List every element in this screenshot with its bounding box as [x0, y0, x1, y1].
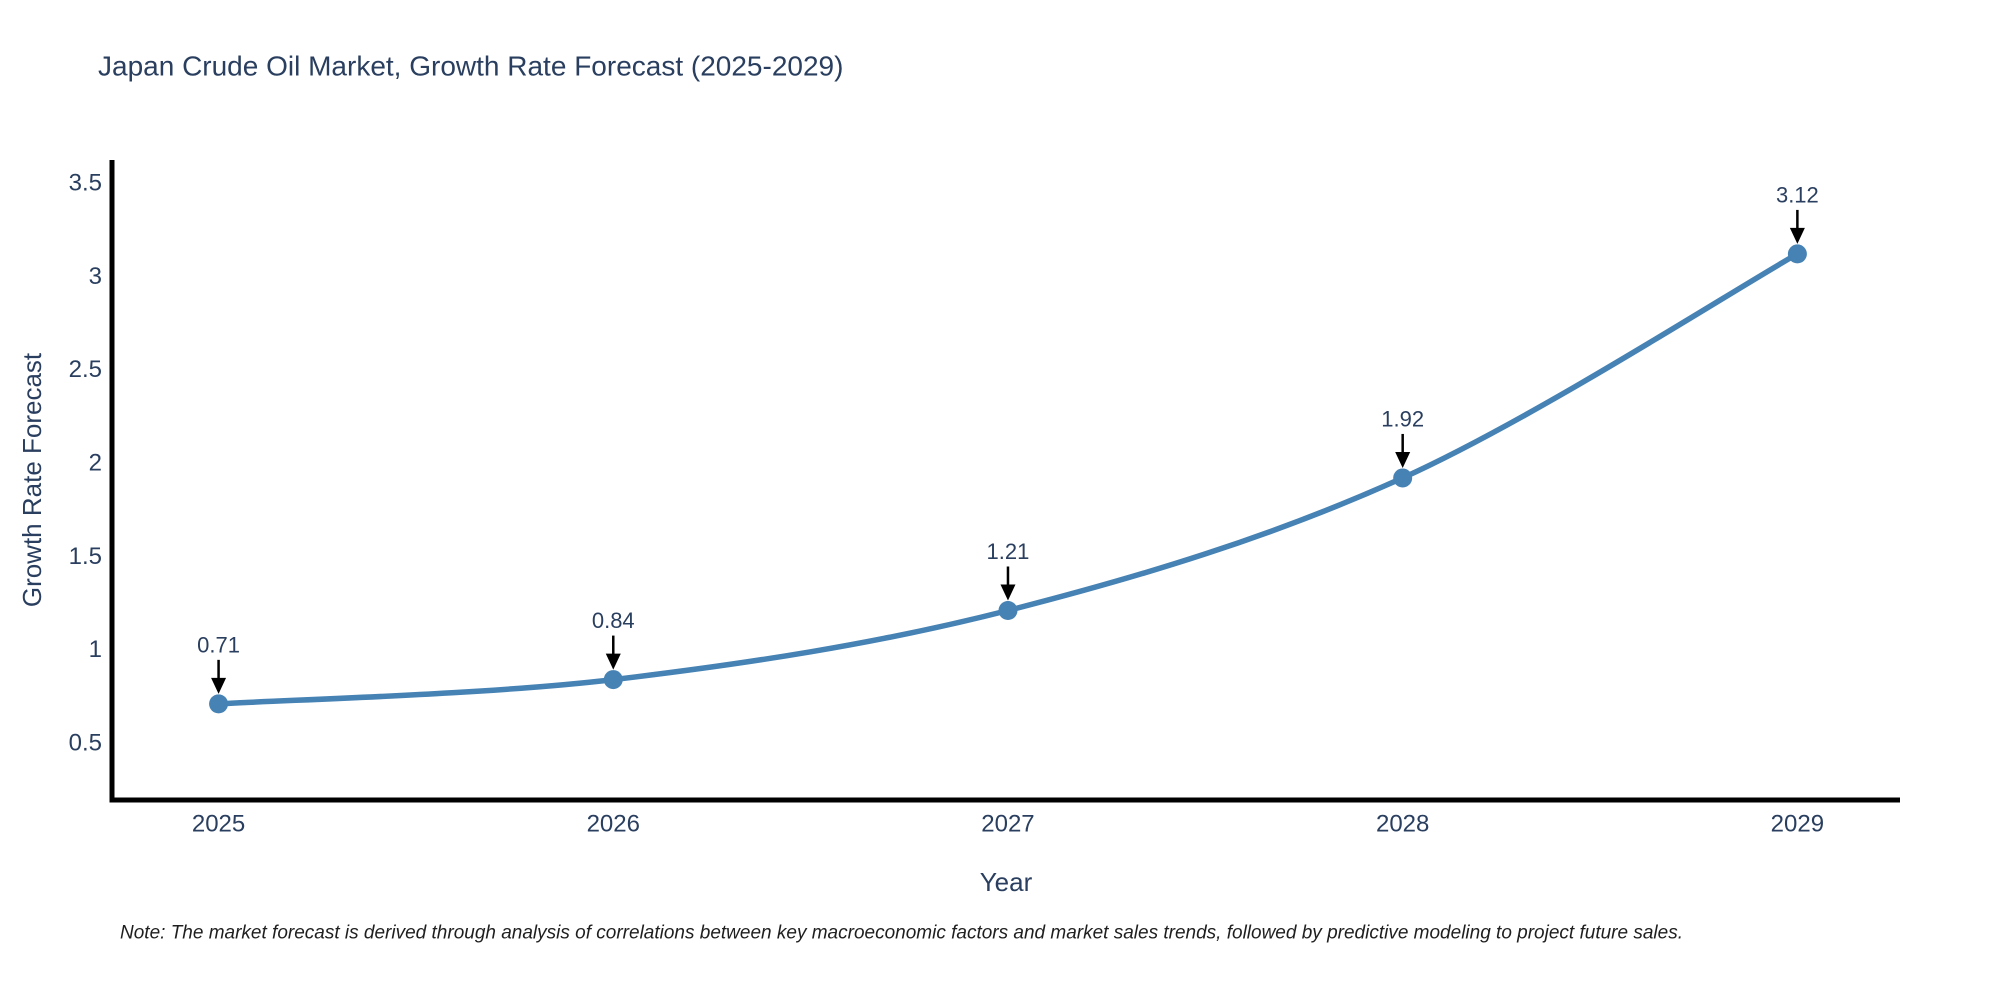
annotation-arrowhead-icon	[1395, 451, 1411, 468]
annotation-arrowhead-icon	[211, 677, 227, 694]
x-tick-label: 2025	[192, 811, 245, 838]
point-value-label: 1.92	[1381, 406, 1424, 431]
y-tick-label: 0.5	[69, 730, 102, 757]
y-tick-label: 3.5	[69, 169, 102, 196]
x-tick-label: 2026	[587, 811, 640, 838]
data-point-marker[interactable]	[1787, 244, 1807, 264]
y-tick-label: 1.5	[69, 543, 102, 570]
point-value-label: 1.21	[987, 539, 1030, 564]
y-axis-title: Growth Rate Forecast	[17, 352, 47, 607]
chart-title: Japan Crude Oil Market, Growth Rate Fore…	[98, 51, 843, 82]
data-point-marker[interactable]	[603, 670, 623, 690]
annotation-arrowhead-icon	[1789, 227, 1805, 244]
y-tick-label: 2	[89, 450, 102, 477]
x-axis-title: Year	[980, 867, 1033, 897]
point-value-label: 0.84	[592, 608, 635, 633]
point-value-label: 0.71	[197, 632, 240, 657]
footnote: Note: The market forecast is derived thr…	[120, 923, 1683, 944]
data-point-marker[interactable]	[1393, 468, 1413, 488]
annotation-arrowhead-icon	[1000, 584, 1016, 601]
data-point-marker[interactable]	[209, 694, 229, 714]
x-tick-label: 2029	[1771, 811, 1824, 838]
data-point-marker[interactable]	[998, 601, 1018, 621]
x-tick-label: 2027	[981, 811, 1034, 838]
point-value-label: 3.12	[1776, 182, 1819, 207]
forecast-line	[215, 251, 1801, 707]
y-tick-label: 1	[89, 636, 102, 663]
x-tick-label: 2028	[1376, 811, 1429, 838]
y-tick-label: 3	[89, 263, 102, 290]
y-tick-label: 2.5	[69, 356, 102, 383]
annotation-arrowhead-icon	[605, 653, 621, 670]
